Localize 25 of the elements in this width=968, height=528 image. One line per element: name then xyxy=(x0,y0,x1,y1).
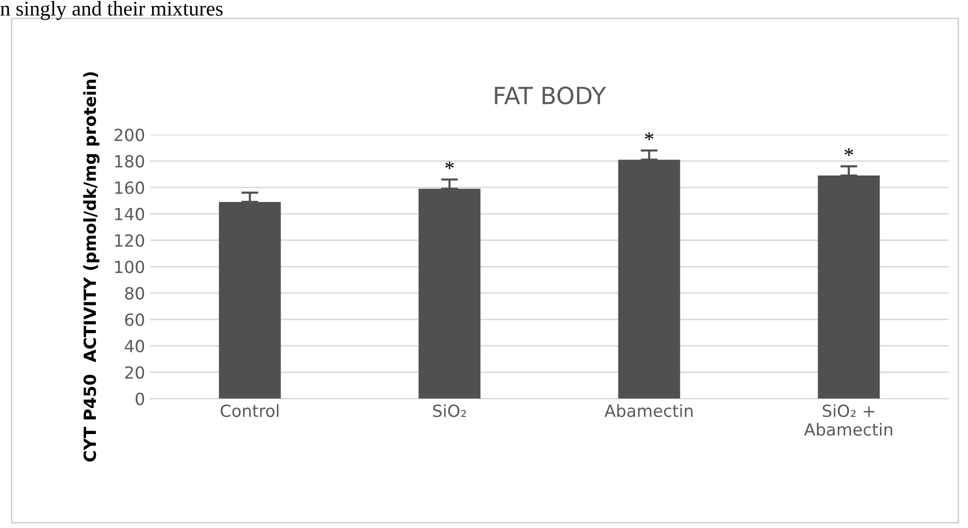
y-tick-label: 200 xyxy=(114,128,144,142)
x-tick-label: Control xyxy=(220,404,278,418)
annotation: * xyxy=(445,161,454,170)
text: n singly and their mixtures xyxy=(0,1,223,20)
annotation: * xyxy=(644,132,654,140)
bar xyxy=(218,202,281,399)
y-axis-title: CYT P450 ACTIVITY (pmol/dk/mg protein) xyxy=(83,72,100,462)
y-tick-label: 20 xyxy=(125,366,144,379)
y-tick-label: 160 xyxy=(115,181,144,194)
x-tick-label: Abamectin xyxy=(604,404,693,418)
y-tick-label: 180 xyxy=(115,155,144,168)
y-tick-label: 100 xyxy=(115,260,144,274)
annotation: * xyxy=(844,148,854,156)
y-tick-label: 80 xyxy=(125,287,144,300)
chart-title: FAT BODY xyxy=(494,86,606,104)
y-tick-label: 60 xyxy=(125,313,144,326)
y-tick-label: 40 xyxy=(124,340,144,352)
bar xyxy=(618,160,680,399)
bar xyxy=(418,188,480,399)
bar xyxy=(818,176,880,399)
y-tick-label: 140 xyxy=(115,208,144,220)
x-tick-label: SiO₂ + Abamectin xyxy=(804,404,892,436)
y-tick-label: 120 xyxy=(115,234,144,247)
x-tick-label: SiO₂ xyxy=(433,404,466,418)
y-tick-label: 0 xyxy=(136,392,144,406)
